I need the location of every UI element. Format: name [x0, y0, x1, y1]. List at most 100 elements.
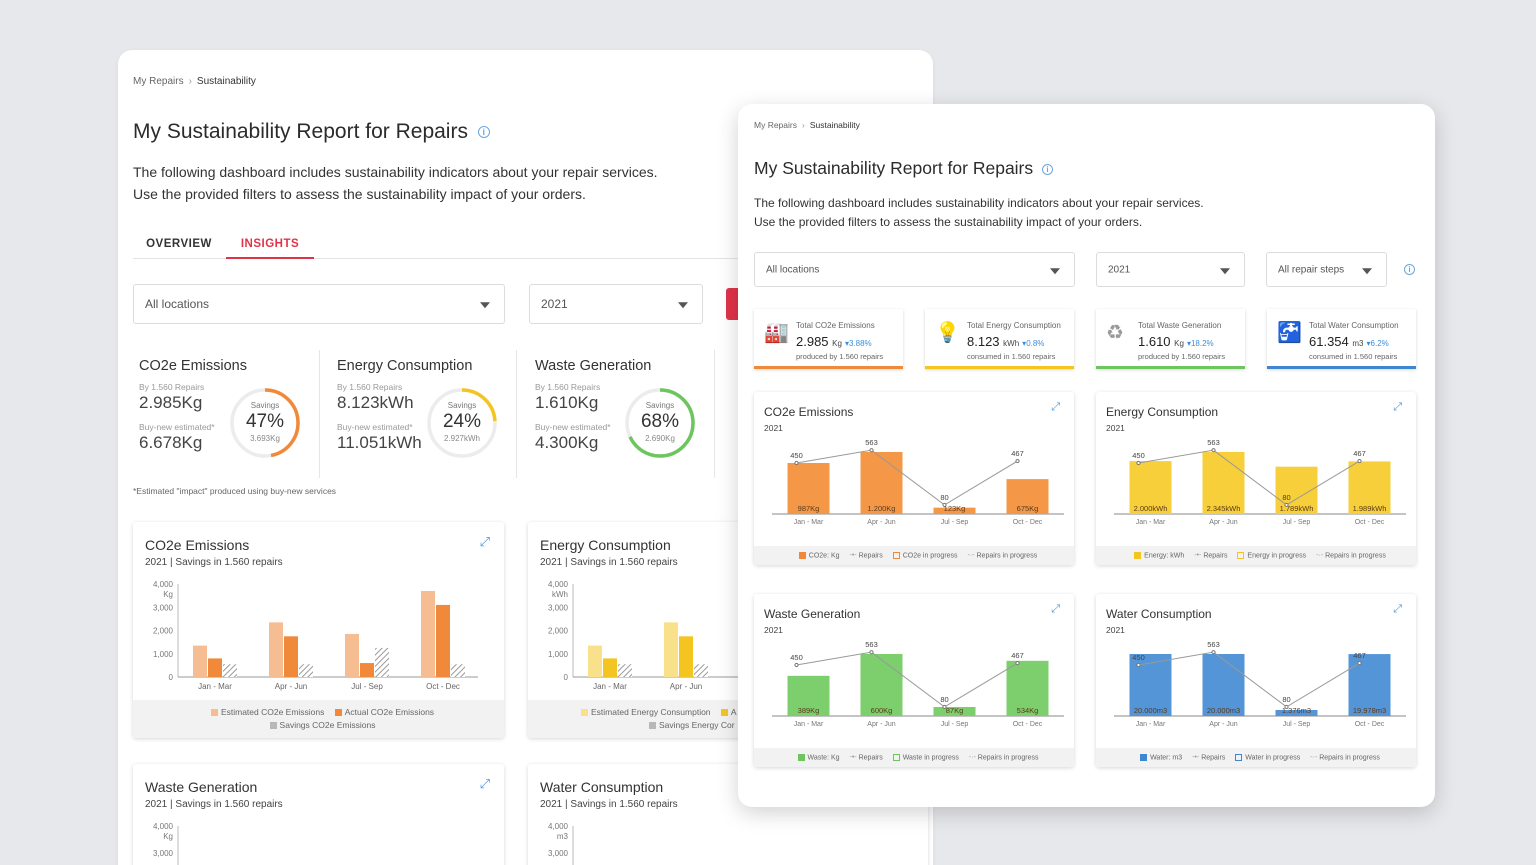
- caret-down-icon: [1362, 267, 1372, 274]
- card-title: Water Consumption: [540, 779, 664, 795]
- legend-line-icon: -•-: [1192, 754, 1200, 761]
- summary-value: 1.610 Kg ▾18.2%: [1138, 334, 1214, 349]
- gauge-saved-value: 3.693Kg: [250, 434, 280, 443]
- x-tick-label: Jan - Mar: [593, 682, 627, 691]
- bar: [193, 645, 207, 677]
- bar-chart: m34,000 3,000: [548, 822, 574, 865]
- summary-note: produced by 1.560 repairs: [796, 352, 884, 361]
- bar-value-label: 987Kg: [798, 504, 820, 513]
- bar-value-label: 20.000m3: [1207, 706, 1240, 715]
- y-unit-label: m3: [557, 832, 569, 841]
- tab-overview[interactable]: OVERVIEW: [146, 238, 212, 250]
- legend-line-icon: -·-: [968, 754, 976, 761]
- water-tap-icon: 🚰: [1277, 322, 1302, 344]
- repairs-value-label: 467: [1011, 651, 1024, 660]
- legend-line-icon: -·-: [967, 552, 975, 559]
- expand-icon[interactable]: ⤢: [1051, 401, 1060, 413]
- change-percent: ▾3.88%: [844, 339, 872, 348]
- repairs-value-label: 450: [790, 451, 803, 460]
- x-tick-label: Oct - Dec: [1355, 721, 1385, 728]
- year-select[interactable]: 2021: [1096, 252, 1245, 287]
- x-tick-label: Oct - Dec: [426, 682, 460, 691]
- y-tick-label: 1,000: [153, 650, 174, 659]
- bar-value-label: 87Kg: [946, 706, 964, 715]
- bar-value-label: 19.978m3: [1353, 706, 1386, 715]
- bar: [787, 463, 830, 514]
- info-icon[interactable]: i: [477, 126, 490, 139]
- repairs-value-label: 563: [1207, 438, 1220, 447]
- card-year: 2021: [764, 625, 783, 635]
- bar: [664, 622, 678, 677]
- legend-line-icon: -•-: [1194, 552, 1202, 559]
- card-subtitle: 2021 | Savings in 1.560 repairs: [540, 799, 678, 810]
- kpi-by-repairs: By 1.560 Repairs: [337, 382, 403, 392]
- expand-icon[interactable]: ⤢: [1393, 401, 1402, 413]
- kpi-buynew-label: Buy-new estimated*: [337, 422, 413, 432]
- legend-line-icon: -•-: [849, 552, 857, 559]
- gauge-ring: [230, 388, 300, 458]
- card-year: 2021: [764, 423, 783, 433]
- expand-icon[interactable]: ⤢: [479, 776, 490, 791]
- legend-label: Savings CO2e Emissions: [279, 720, 376, 730]
- page-title-text: My Sustainability Report for Repairs: [133, 120, 468, 143]
- kpi-by-repairs: By 1.560 Repairs: [535, 382, 601, 392]
- info-icon[interactable]: i: [1042, 163, 1054, 175]
- bar-value-label: 1.376m3: [1282, 706, 1311, 715]
- legend-label: Estimated CO2e Emissions: [220, 707, 325, 717]
- summary-note: produced by 1.560 repairs: [1138, 352, 1226, 361]
- y-tick-label: 4,000: [153, 822, 174, 831]
- legend-label: Waste in progress: [902, 754, 959, 762]
- summary-tile-waste: ♻ Total Waste Generation 1.610 Kg ▾18.2% …: [1096, 309, 1245, 369]
- bar: [1006, 660, 1049, 716]
- legend-label: Repairs in progress: [976, 552, 1038, 560]
- x-tick-label: Jan - Mar: [794, 721, 824, 728]
- gauge-progress-arc: [427, 388, 497, 458]
- card-title: Water Consumption: [1106, 607, 1212, 621]
- change-percent: ▾18.2%: [1186, 339, 1214, 348]
- legend-label: Waste: Kg: [807, 754, 840, 762]
- info-icon[interactable]: i: [1404, 264, 1415, 275]
- bar: [860, 654, 903, 716]
- expand-icon[interactable]: ⤢: [1051, 603, 1060, 615]
- x-tick-label: Jan - Mar: [1136, 519, 1166, 526]
- expand-icon[interactable]: ⤢: [1393, 603, 1402, 615]
- y-tick-label: 3,000: [548, 849, 569, 858]
- y-tick-label: 4,000: [548, 822, 569, 831]
- legend-swatch: [581, 709, 588, 717]
- summary-note: consumed in 1.560 repairs: [967, 352, 1056, 361]
- bar-value-label: 1.989kWh: [1353, 504, 1387, 513]
- legend-swatch: [892, 754, 900, 761]
- kpi-divider: [714, 350, 715, 478]
- year-select[interactable]: 2021: [529, 284, 703, 324]
- y-tick-label: 3,000: [153, 849, 174, 858]
- legend-swatch: [1134, 552, 1142, 559]
- repairs-point: [1136, 662, 1141, 668]
- card-subtitle: 2021 | Savings in 1.560 repairs: [145, 557, 283, 568]
- savings-gauge-waste: Savings 68% 2.690Kg: [623, 386, 697, 460]
- x-tick-label: Oct - Dec: [1013, 519, 1043, 526]
- location-select[interactable]: All locations: [754, 252, 1075, 287]
- card-year: 2021: [1106, 423, 1125, 433]
- legend-label: A: [730, 707, 737, 717]
- breadcrumb-parent[interactable]: My Repairs: [754, 120, 797, 130]
- repairs-line: [1138, 651, 1360, 708]
- chart-legend: Estimated CO2e Emissions Actual CO2e Emi…: [133, 700, 504, 738]
- repairs-point: [1284, 502, 1289, 508]
- summary-title: Total Energy Consumption: [967, 321, 1061, 330]
- repairs-value-label: 80: [940, 695, 948, 704]
- front-chart-water: Water Consumption 2021 ⤢ 20.000m3 Jan - M…: [1096, 594, 1416, 767]
- chevron-right-icon: ›: [801, 120, 805, 130]
- repairs-point: [1015, 660, 1020, 666]
- kpi-buynew-value: 11.051kWh: [337, 433, 422, 452]
- y-tick-label: 1,000: [548, 650, 569, 659]
- description-line-2: Use the provided filters to assess the s…: [754, 215, 1143, 229]
- summary-color-bar: [1096, 366, 1245, 369]
- repair-steps-select[interactable]: All repair steps: [1266, 252, 1387, 287]
- tab-insights[interactable]: INSIGHTS: [226, 238, 314, 259]
- expand-icon[interactable]: ⤢: [479, 534, 490, 549]
- bar: [787, 675, 830, 716]
- location-select[interactable]: All locations: [133, 284, 505, 324]
- bar: [421, 590, 435, 677]
- breadcrumb-parent[interactable]: My Repairs: [133, 76, 184, 87]
- legend-label: Repairs in progress: [977, 754, 1039, 762]
